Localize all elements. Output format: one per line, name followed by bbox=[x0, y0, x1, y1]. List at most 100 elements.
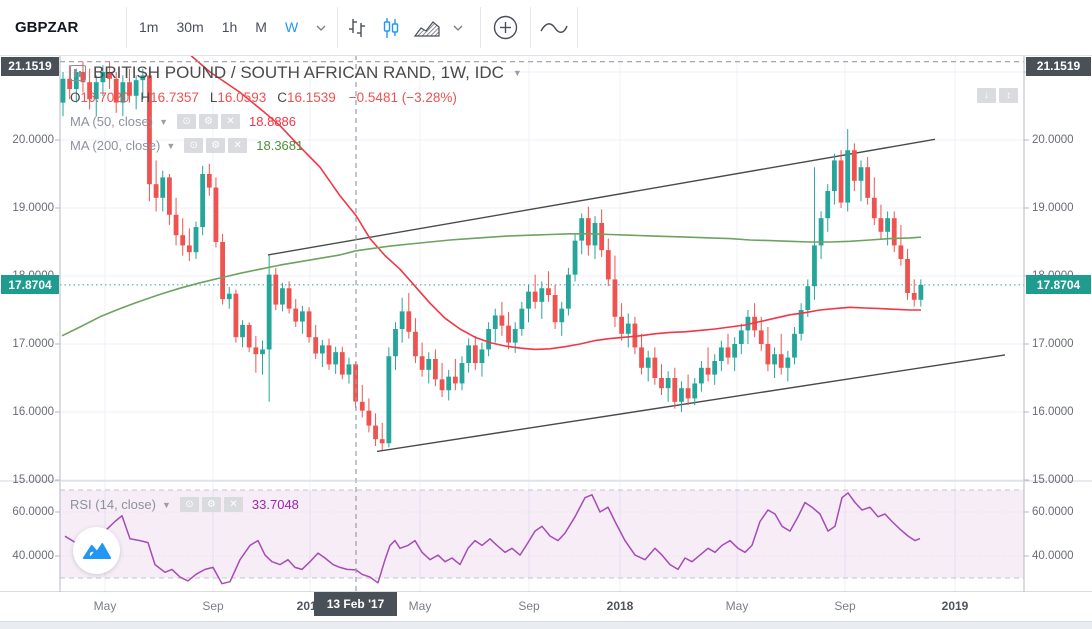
ma50-value: 18.8886 bbox=[249, 114, 297, 129]
instrument-icon bbox=[70, 65, 86, 81]
trendline-upper-channel[interactable] bbox=[267, 138, 936, 256]
interval-1h[interactable]: 1h bbox=[221, 19, 238, 35]
candles-icon[interactable] bbox=[381, 17, 401, 39]
ohlc-letter: C bbox=[277, 90, 287, 105]
price-axis-label: 15.0000 bbox=[1032, 473, 1074, 486]
time-axis[interactable]: May Sep 2017 May Sep 2018 May Sep 2019 bbox=[0, 592, 1092, 620]
candle-body bbox=[492, 315, 498, 330]
candle-body bbox=[885, 218, 890, 232]
interval-M[interactable]: M bbox=[255, 19, 267, 35]
interval-W[interactable]: W bbox=[284, 19, 299, 35]
ma50-line[interactable] bbox=[188, 53, 921, 351]
candle-body bbox=[718, 347, 724, 361]
window-bottom-strip bbox=[0, 621, 1092, 629]
candle-body bbox=[399, 311, 405, 330]
candle-body bbox=[871, 197, 877, 219]
candle-body bbox=[333, 352, 339, 365]
ohlc-value: 16.7357 bbox=[150, 90, 199, 105]
candle-body bbox=[439, 379, 445, 391]
ma200-line[interactable] bbox=[61, 233, 922, 337]
candle-body bbox=[506, 325, 511, 343]
rsi-axis-label: 40.0000 bbox=[1032, 549, 1074, 562]
ma200-chevron-down-icon[interactable]: ▼ bbox=[166, 140, 176, 151]
interval-chevron-down-icon[interactable] bbox=[316, 25, 326, 31]
candle-body bbox=[599, 222, 605, 251]
main-panel-series bbox=[60, 53, 1006, 453]
rsi-line[interactable] bbox=[64, 492, 921, 585]
candle-body bbox=[812, 245, 817, 287]
chart-type-chevron-down-icon[interactable] bbox=[453, 25, 463, 31]
rsi-chevron-down-icon[interactable]: ▼ bbox=[161, 499, 171, 510]
scale-reset-button[interactable]: ↕ bbox=[999, 88, 1018, 103]
time-axis-label: May bbox=[93, 599, 117, 613]
candle-body bbox=[433, 358, 438, 380]
rsi-close-icon[interactable]: ✕ bbox=[223, 497, 243, 512]
main-legend: BRITISH POUND / SOUTH AFRICAN RAND, 1W, … bbox=[70, 63, 522, 153]
interval-1m[interactable]: 1m bbox=[139, 19, 159, 35]
candle-body bbox=[466, 345, 472, 364]
candle-body bbox=[240, 324, 245, 338]
candle-body bbox=[918, 284, 924, 300]
ma200-gear-icon[interactable]: ⚙ bbox=[206, 138, 226, 153]
title-chevron-down-icon[interactable]: ▼ bbox=[512, 68, 522, 78]
crosshair-date-badge: 13 Feb '17 bbox=[314, 592, 397, 616]
candle-body bbox=[127, 82, 132, 96]
line-tool-icon[interactable] bbox=[539, 21, 569, 35]
left-price-axis[interactable]: 21.000020.000019.000018.000017.000016.00… bbox=[0, 55, 60, 592]
rsi-axis-label: 40.0000 bbox=[12, 549, 54, 562]
toolbar-separator bbox=[480, 7, 481, 48]
candle-body bbox=[825, 191, 831, 219]
candle-body bbox=[213, 187, 219, 242]
ohlc-letter: H bbox=[140, 90, 151, 105]
time-axis-label: 2018 bbox=[606, 599, 634, 613]
rsi-value: 33.7048 bbox=[251, 497, 299, 512]
candle-body bbox=[426, 358, 432, 370]
price-axis-label: 17.0000 bbox=[1032, 337, 1074, 350]
symbol-search[interactable]: GBPZAR bbox=[0, 0, 126, 55]
area-icon[interactable] bbox=[414, 18, 440, 38]
ma50-close-icon[interactable]: ✕ bbox=[221, 114, 241, 129]
crosshair-price-badge-right: 21.1519 bbox=[1026, 56, 1091, 76]
rsi-gear-icon[interactable]: ⚙ bbox=[201, 497, 221, 512]
bars-icon[interactable] bbox=[346, 17, 368, 39]
scale-down-button[interactable]: ↓ bbox=[977, 88, 996, 103]
compare-plus-icon[interactable] bbox=[492, 14, 519, 41]
candle-body bbox=[851, 150, 857, 181]
candle-body bbox=[413, 331, 418, 357]
trendline-lower-channel[interactable] bbox=[376, 354, 1006, 453]
ma50-gear-icon[interactable]: ⚙ bbox=[199, 114, 219, 129]
ma200-eye-icon[interactable]: ⊙ bbox=[184, 138, 204, 153]
symbol-title-row[interactable]: BRITISH POUND / SOUTH AFRICAN RAND, 1W, … bbox=[70, 63, 522, 83]
ohlc-change: −0.5481 (−3.28%) bbox=[348, 90, 457, 105]
candle-body bbox=[173, 214, 179, 236]
ma50-chevron-down-icon[interactable]: ▼ bbox=[159, 116, 169, 127]
chart-type-group bbox=[337, 0, 463, 55]
candle-body bbox=[120, 82, 126, 103]
candle-body bbox=[878, 218, 884, 232]
price-axis-label: 20.0000 bbox=[12, 133, 54, 146]
candle-body bbox=[499, 315, 505, 326]
ma200-value: 18.3681 bbox=[256, 138, 304, 153]
candle-body bbox=[273, 274, 279, 305]
ma200-label: MA (200, close) bbox=[70, 138, 161, 153]
candle-body bbox=[200, 174, 206, 228]
candle-body bbox=[339, 352, 345, 375]
right-price-axis[interactable]: 21.000020.000019.000018.000017.000016.00… bbox=[1025, 55, 1092, 592]
candle-body bbox=[452, 376, 458, 384]
provider-watermark-logo bbox=[73, 527, 120, 574]
ohlc-letter: L bbox=[209, 90, 218, 105]
candle-body bbox=[167, 177, 172, 215]
candle-body bbox=[286, 288, 292, 309]
time-axis-label: 2019 bbox=[941, 599, 969, 613]
price-axis-label: 15.0000 bbox=[12, 473, 54, 486]
ma50-eye-icon[interactable]: ⊙ bbox=[177, 114, 197, 129]
ma200-close-icon[interactable]: ✕ bbox=[228, 138, 248, 153]
interval-30m[interactable]: 30m bbox=[176, 19, 204, 35]
candle-body bbox=[905, 259, 910, 293]
candle-body bbox=[472, 345, 478, 364]
candle-body bbox=[319, 345, 325, 354]
rsi-eye-icon[interactable]: ⊙ bbox=[179, 497, 199, 512]
candle-body bbox=[186, 245, 192, 253]
time-axis-label: May bbox=[408, 599, 432, 613]
candle-body bbox=[326, 345, 332, 365]
